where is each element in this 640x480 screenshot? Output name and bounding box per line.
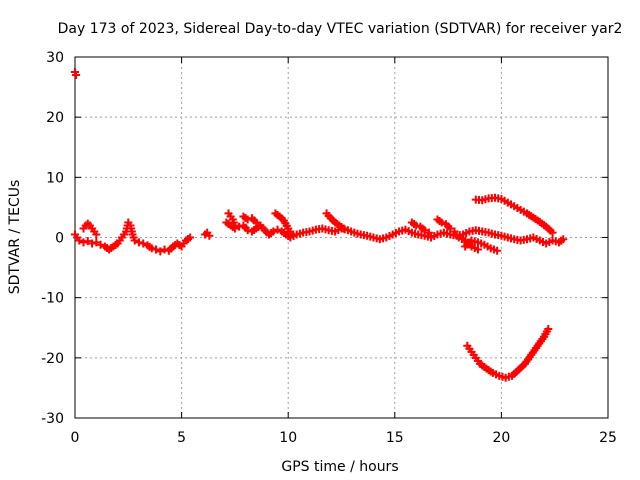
data-point (134, 238, 143, 247)
data-point (186, 233, 195, 242)
data-point (156, 247, 165, 256)
data-point (446, 224, 455, 233)
grid-lines (75, 57, 608, 418)
data-point (437, 218, 446, 227)
data-point (147, 244, 156, 253)
data-point (152, 245, 161, 254)
data-point (205, 231, 214, 240)
tick-labels: 0 5 10 15 20 25 -30 -20 -10 0 10 20 30 (41, 50, 617, 446)
y-tick-label: 0 (55, 231, 64, 247)
data-point (424, 228, 433, 237)
data-point (230, 221, 239, 230)
data-point (88, 239, 97, 248)
x-axis-label: GPS time / hours (281, 459, 398, 475)
x-tick-label: 20 (492, 430, 510, 446)
data-point (420, 226, 429, 235)
data-points (71, 68, 568, 382)
data-point (493, 246, 502, 255)
data-point (235, 222, 244, 231)
data-point (548, 228, 557, 237)
y-tick-label: 30 (46, 50, 64, 66)
chart-title: Day 173 of 2023, Sidereal Day-to-day VTE… (58, 21, 623, 37)
data-point (92, 230, 101, 239)
data-point (412, 221, 421, 230)
y-axis-label: SDTVAR / TECUs (7, 180, 23, 295)
data-point (139, 239, 148, 248)
x-tick-label: 5 (177, 430, 186, 446)
x-tick-label: 25 (599, 430, 617, 446)
x-tick-label: 15 (386, 430, 404, 446)
data-point (288, 230, 297, 239)
y-tick-label: 10 (46, 170, 64, 186)
data-point (130, 236, 139, 245)
data-point (72, 71, 81, 80)
data-point (544, 324, 553, 333)
data-point (339, 224, 348, 233)
data-point (96, 240, 105, 249)
y-tick-label: 20 (46, 110, 64, 126)
data-point (559, 235, 568, 244)
data-point (75, 236, 84, 245)
data-point (273, 225, 282, 234)
y-tick-label: -10 (41, 291, 64, 307)
y-tick-label: -30 (41, 411, 64, 427)
data-point (269, 227, 278, 236)
x-tick-label: 0 (71, 430, 80, 446)
data-point (473, 245, 482, 254)
x-tick-label: 10 (279, 430, 297, 446)
data-point (83, 237, 92, 246)
data-point (92, 238, 101, 247)
data-point (252, 218, 261, 227)
data-point (79, 238, 88, 247)
y-tick-label: -20 (41, 351, 64, 367)
